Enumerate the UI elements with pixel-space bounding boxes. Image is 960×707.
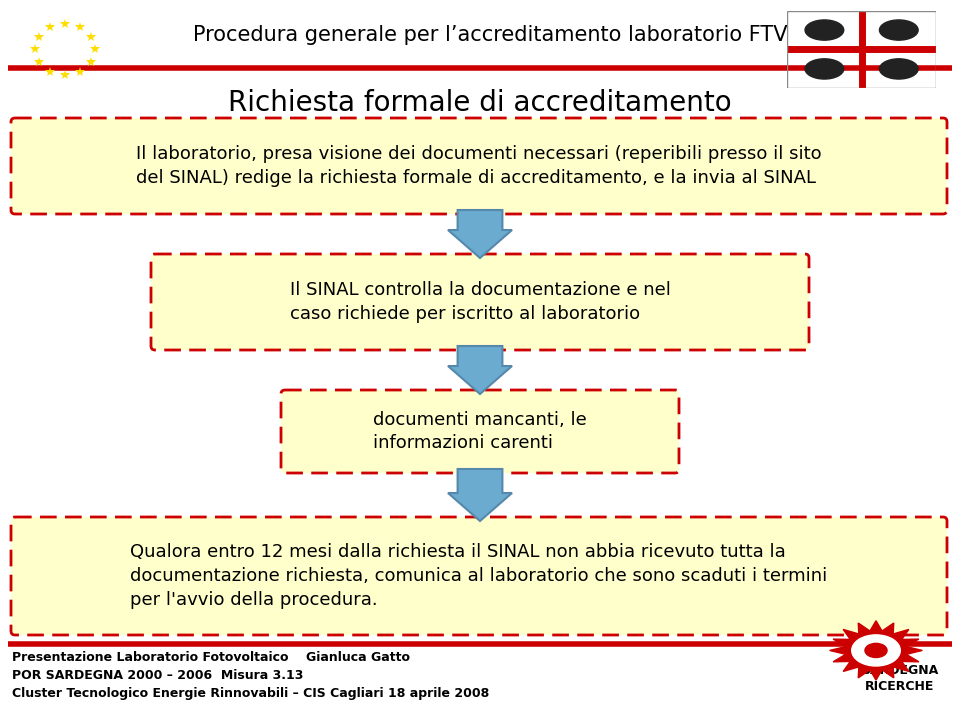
Text: Il laboratorio, presa visione dei documenti necessari (reperibili presso il sito: Il laboratorio, presa visione dei docume…: [136, 145, 822, 187]
Polygon shape: [448, 469, 512, 521]
Circle shape: [805, 59, 844, 79]
Circle shape: [879, 20, 918, 40]
FancyBboxPatch shape: [11, 517, 947, 635]
Text: Procedura generale per l’accreditamento laboratorio FTV: Procedura generale per l’accreditamento …: [193, 25, 787, 45]
Text: Richiesta formale di accreditamento: Richiesta formale di accreditamento: [228, 89, 732, 117]
Circle shape: [852, 635, 900, 666]
Circle shape: [865, 643, 887, 658]
Circle shape: [879, 59, 918, 79]
FancyBboxPatch shape: [11, 118, 947, 214]
FancyBboxPatch shape: [281, 390, 679, 473]
Polygon shape: [448, 346, 512, 394]
Circle shape: [805, 20, 844, 40]
Text: Qualora entro 12 mesi dalla richiesta il SINAL non abbia ricevuto tutta la
docum: Qualora entro 12 mesi dalla richiesta il…: [131, 544, 828, 609]
Polygon shape: [448, 210, 512, 258]
Polygon shape: [829, 621, 923, 680]
Text: Il SINAL controlla la documentazione e nel
caso richiede per iscritto al laborat: Il SINAL controlla la documentazione e n…: [290, 281, 670, 323]
Text: documenti mancanti, le
informazioni carenti: documenti mancanti, le informazioni care…: [373, 411, 587, 452]
FancyBboxPatch shape: [151, 254, 809, 350]
Text: Presentazione Laboratorio Fotovoltaico    Gianluca Gatto
POR SARDEGNA 2000 – 200: Presentazione Laboratorio Fotovoltaico G…: [12, 651, 490, 700]
Text: SARDEGNA
RICERCHE: SARDEGNA RICERCHE: [861, 664, 939, 693]
